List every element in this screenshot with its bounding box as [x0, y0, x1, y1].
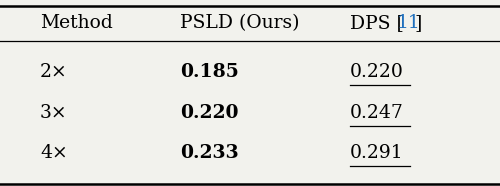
Text: 2×: 2×: [40, 63, 68, 81]
Text: 0.247: 0.247: [350, 104, 404, 121]
Text: 0.233: 0.233: [180, 145, 239, 162]
Text: 0.185: 0.185: [180, 63, 239, 81]
Text: 0.291: 0.291: [350, 145, 404, 162]
Text: 3×: 3×: [40, 104, 68, 121]
Text: 11: 11: [397, 14, 420, 32]
Text: ]: ]: [415, 14, 422, 32]
Text: DPS [: DPS [: [350, 14, 404, 32]
Text: 4×: 4×: [40, 145, 68, 162]
Text: PSLD (Ours): PSLD (Ours): [180, 14, 300, 32]
Text: Method: Method: [40, 14, 113, 32]
Text: 0.220: 0.220: [350, 63, 404, 81]
Text: 0.220: 0.220: [180, 104, 238, 121]
